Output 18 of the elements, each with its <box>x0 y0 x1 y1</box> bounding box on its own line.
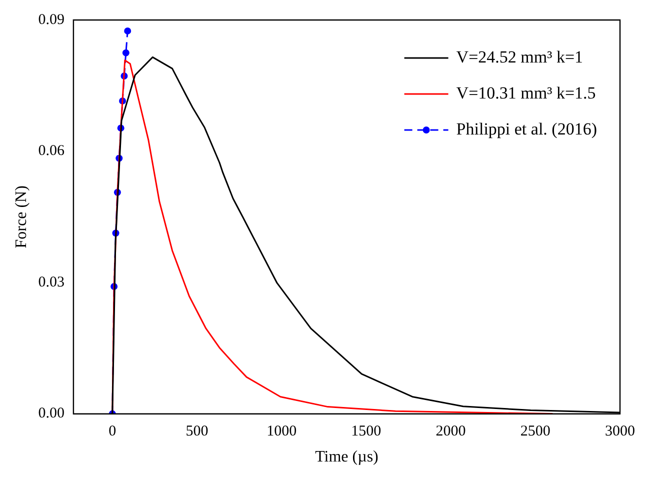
x-tick-label: 3000 <box>605 424 635 440</box>
x-tick-label: 500 <box>186 424 208 440</box>
legend-label: Philippi et al. (2016) <box>456 119 598 138</box>
x-axis-title: Time (µs) <box>315 448 378 466</box>
y-tick-label: 0.09 <box>38 12 64 28</box>
legend-label: V=10.31 mm³ k=1.5 <box>456 83 596 102</box>
legend-label: V=24.52 mm³ k=1 <box>456 47 584 66</box>
y-tick-label: 0.03 <box>38 274 64 290</box>
x-tick-label: 2000 <box>436 424 466 440</box>
y-axis-title: Force (N) <box>12 186 30 248</box>
x-tick-label: 0 <box>108 424 116 440</box>
x-tick-label: 1500 <box>351 424 382 440</box>
point <box>122 49 130 56</box>
x-tick-label: 1000 <box>266 424 297 440</box>
y-tick-label: 0.06 <box>38 143 65 160</box>
x-tick-label: 2500 <box>520 424 550 440</box>
point <box>124 27 132 34</box>
y-tick-label: 0.00 <box>38 406 64 422</box>
